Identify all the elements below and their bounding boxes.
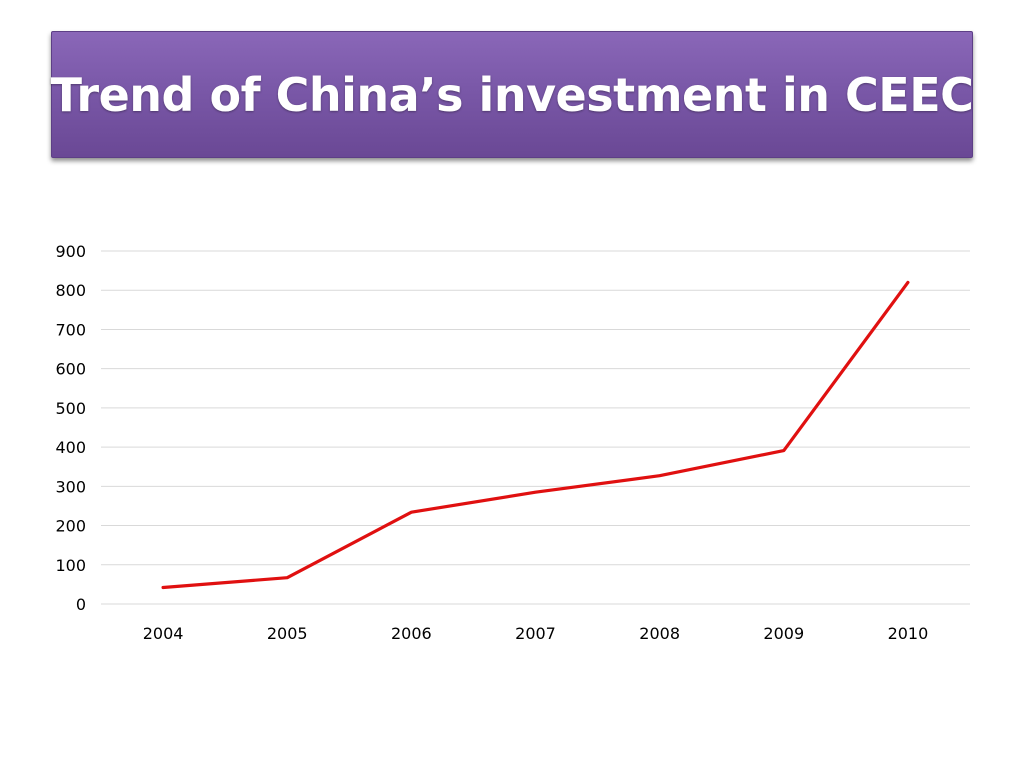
y-tick-label: 700 <box>55 320 86 339</box>
x-tick-label: 2008 <box>639 624 680 643</box>
data-point-2004 <box>161 586 165 589</box>
data-point-2006 <box>410 511 413 514</box>
y-tick-label: 100 <box>55 556 86 575</box>
x-axis-tick-labels: 2004 2005 2006 2007 2008 2009 2010 <box>143 624 929 643</box>
series-layer <box>161 280 910 590</box>
x-tick-label: 2005 <box>267 624 308 643</box>
x-tick-label: 2010 <box>888 624 929 643</box>
y-tick-label: 200 <box>55 517 86 536</box>
y-tick-label: 400 <box>55 438 86 457</box>
y-axis-tick-labels: 0 100 200 300 400 500 600 700 800 900 <box>55 242 86 614</box>
gridlines <box>101 250 970 605</box>
y-tick-label: 900 <box>55 242 86 261</box>
slide-title: Trend of China’s investment in CEEC <box>50 67 974 122</box>
x-tick-label: 2004 <box>143 624 184 643</box>
y-tick-label: 300 <box>55 477 86 496</box>
data-point-2007 <box>534 491 537 494</box>
y-tick-label: 0 <box>76 595 86 614</box>
y-tick-label: 600 <box>55 360 86 379</box>
series-line <box>161 280 910 590</box>
title-banner: Trend of China’s investment in CEEC <box>50 31 974 158</box>
data-point-2010 <box>906 281 910 284</box>
y-tick-label: 500 <box>55 399 86 418</box>
data-point-2008 <box>658 474 661 477</box>
data-point-2005 <box>286 576 289 579</box>
y-tick-label: 800 <box>55 281 86 300</box>
x-tick-label: 2006 <box>391 624 432 643</box>
data-point-2009 <box>782 449 785 452</box>
x-tick-label: 2007 <box>515 624 556 643</box>
x-tick-label: 2009 <box>763 624 804 643</box>
